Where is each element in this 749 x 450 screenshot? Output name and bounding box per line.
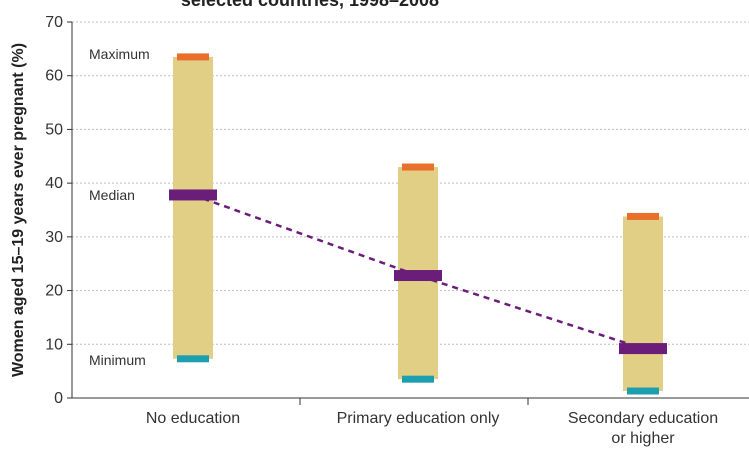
- maximum-marker-2: [627, 212, 659, 220]
- y-tick-label-10: 10: [45, 336, 63, 353]
- median-marker-2: [619, 343, 667, 355]
- category-label-0-0: No education: [146, 410, 240, 427]
- minimum-marker-0: [177, 355, 209, 363]
- median-trend-line: [192, 193, 644, 350]
- y-tick-label-30: 30: [45, 229, 63, 246]
- annotation-minimum: Minimum: [89, 352, 146, 368]
- y-tick-label-50: 50: [45, 121, 63, 138]
- x-axis-categories: No education Primary education only Second…: [146, 398, 718, 447]
- y-tick-label-20: 20: [45, 283, 63, 300]
- y-tick-label-40: 40: [45, 175, 63, 192]
- maximum-marker-1: [402, 163, 434, 171]
- annotation-median: Median: [89, 187, 135, 203]
- category-label-2-1: or higher: [611, 430, 675, 447]
- minimum-marker-2: [627, 387, 659, 395]
- range-markers: [169, 53, 667, 395]
- annotations: Maximum Median Minimum: [89, 46, 150, 368]
- range-bar-0: [173, 56, 213, 359]
- y-tick-label-0: 0: [54, 390, 63, 407]
- range-bars: [173, 56, 663, 392]
- y-axis-label: Women aged 15–19 years ever pregnant (%): [10, 43, 27, 377]
- y-tick-label-60: 60: [45, 68, 63, 85]
- y-tick-label-70: 70: [45, 14, 63, 31]
- minimum-marker-1: [402, 375, 434, 383]
- maximum-marker-0: [177, 53, 209, 61]
- median-marker-0: [169, 189, 217, 201]
- category-label-1-0: Primary education only: [337, 410, 500, 427]
- category-label-2-0: Secondary education: [568, 410, 718, 427]
- annotation-maximum: Maximum: [89, 46, 150, 62]
- y-axis-ticks: 0 10 20 30 40 50 60 70: [45, 14, 72, 407]
- range-bar-2: [623, 216, 663, 392]
- median-marker-1: [394, 270, 442, 282]
- chart-title: selected countries, 1998–2008: [181, 0, 439, 10]
